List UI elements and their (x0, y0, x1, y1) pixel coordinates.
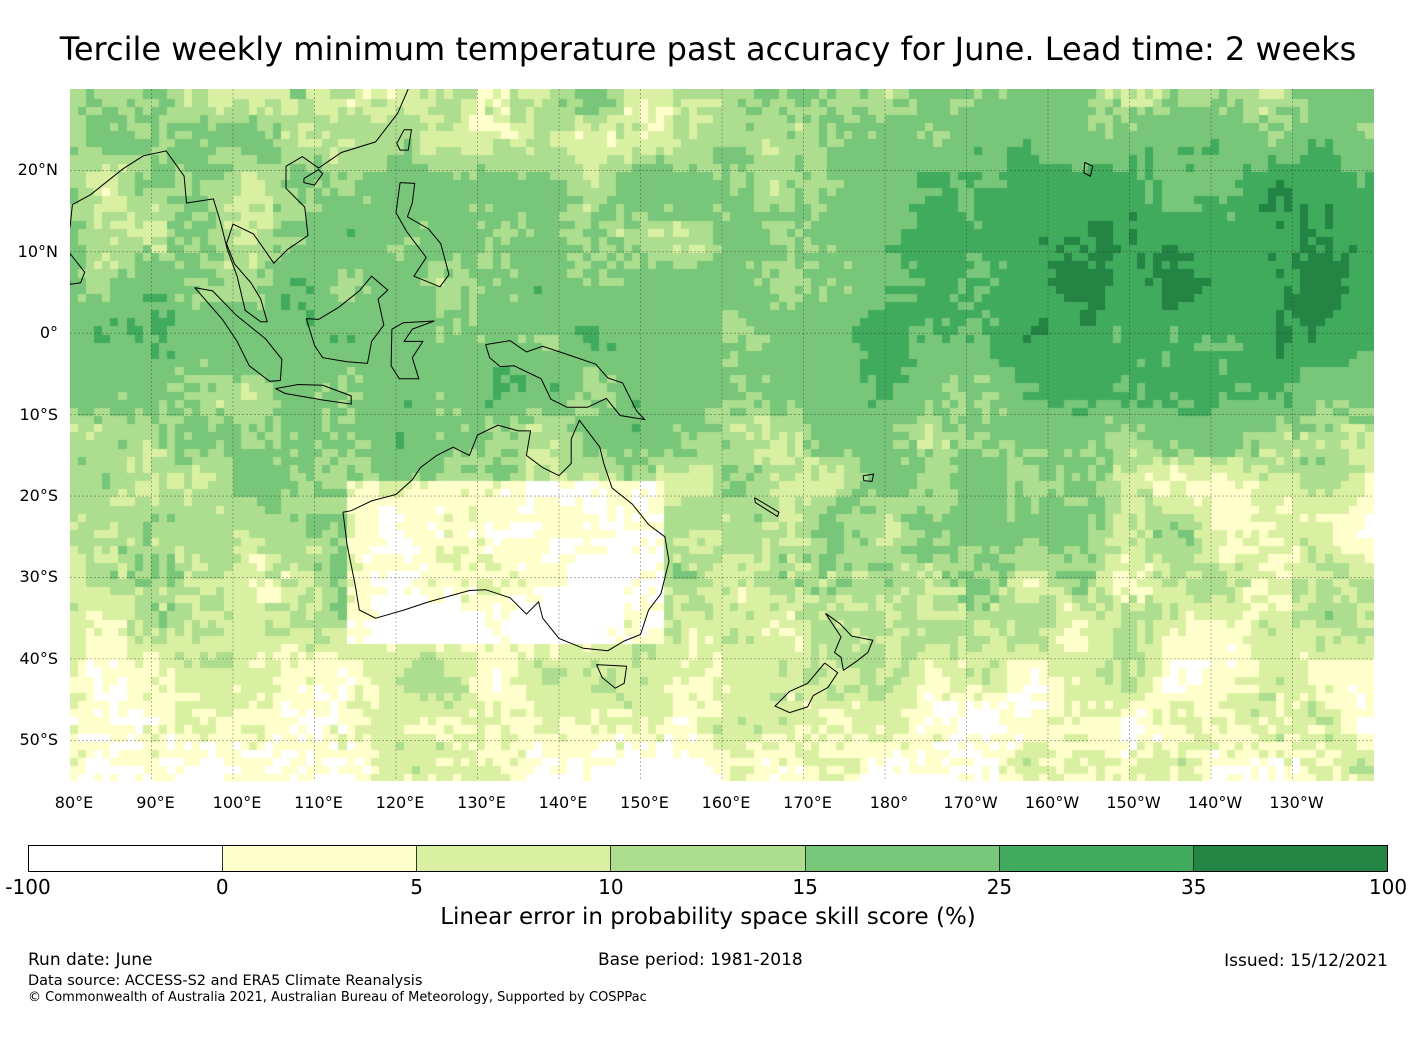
longitude-label: 80°E (54, 793, 94, 812)
data-source: Data source: ACCESS-S2 and ERA5 Climate … (28, 973, 423, 989)
longitude-label: 110°E (294, 793, 343, 812)
australia-coastline (342, 419, 670, 652)
sulawesi-coastline (390, 320, 435, 380)
fiji-coastline (862, 473, 875, 482)
latitude-label: 10°N (17, 241, 58, 261)
colorbar-segment (805, 846, 1000, 871)
latitude-label: 0° (39, 323, 58, 343)
latitude-label: 30°S (19, 567, 58, 587)
base-period: Base period: 1981-2018 (598, 950, 803, 970)
colorbar-tick-label: 35 (1180, 875, 1207, 899)
colorbar-segment (611, 846, 806, 871)
run-date: Run date: June (28, 950, 153, 970)
colorbar-tick-label: 10 (598, 875, 624, 899)
tasmania-coastline (596, 664, 628, 689)
longitude-label: 160°E (701, 793, 751, 812)
new-zealand-south-coastline (774, 662, 839, 714)
latitude-label: 40°S (19, 648, 58, 668)
skill-score-map (70, 89, 1374, 781)
hainan-coastline (303, 168, 324, 186)
latitude-label: 10°S (19, 404, 58, 424)
map-title: Tercile weekly minimum temperature past … (59, 30, 1357, 68)
borneo-coastline (305, 275, 389, 364)
colorbar-tick-label: 100 (1368, 875, 1408, 899)
map-overlay (70, 89, 1374, 781)
colorbar-segment (1193, 846, 1387, 871)
taiwan-coastline (396, 129, 413, 151)
colorbar-segment (999, 846, 1194, 871)
longitude-label: 140°W (1187, 793, 1243, 812)
longitude-label: 120°E (375, 793, 425, 812)
sri-lanka-coastline (70, 252, 86, 285)
longitude-label: 160°W (1024, 793, 1080, 812)
new-guinea-coastline (485, 340, 646, 421)
new-caledonia-coastline (754, 497, 780, 518)
longitude-label: 140°E (538, 793, 588, 812)
longitude-label: 100°E (212, 793, 262, 812)
longitude-label: 150°W (1106, 793, 1161, 812)
longitude-label: 180° (869, 793, 909, 812)
colorbar-tick-label: 15 (792, 875, 818, 899)
colorbar-tick-label: 5 (410, 875, 423, 899)
new-zealand-north-coastline (825, 612, 874, 672)
latitude-label: 20°S (19, 486, 58, 506)
colorbar-tick-label: 0 (215, 875, 229, 899)
hawaii-coastline (1083, 161, 1094, 177)
copyright: © Commonwealth of Australia 2021, Austra… (28, 990, 647, 1005)
issued-date: Issued: 15/12/2021 (1224, 951, 1388, 971)
colorbar-segment (417, 846, 612, 871)
longitude-label: 150°E (620, 793, 669, 812)
colorbar-label: Linear error in probability space skill … (440, 904, 976, 930)
longitude-label: 130°W (1269, 793, 1324, 812)
philippines-coastline (395, 182, 450, 288)
longitude-label: 130°E (457, 793, 506, 812)
java-coastline (275, 383, 352, 405)
colorbar-segment (223, 846, 418, 871)
colorbar-tick-label: -100 (5, 875, 51, 899)
longitude-label: 170°E (783, 793, 832, 812)
sumatra-coastline (194, 287, 283, 382)
longitude-label: 170°W (943, 793, 998, 812)
colorbar (28, 845, 1388, 872)
colorbar-tick-label: 25 (986, 875, 1013, 899)
colorbar-segment (29, 846, 224, 871)
latitude-label: 20°N (17, 160, 58, 180)
mainland-asia-coastline (70, 89, 409, 323)
latitude-label: 50°S (19, 730, 58, 750)
longitude-label: 90°E (136, 793, 175, 812)
